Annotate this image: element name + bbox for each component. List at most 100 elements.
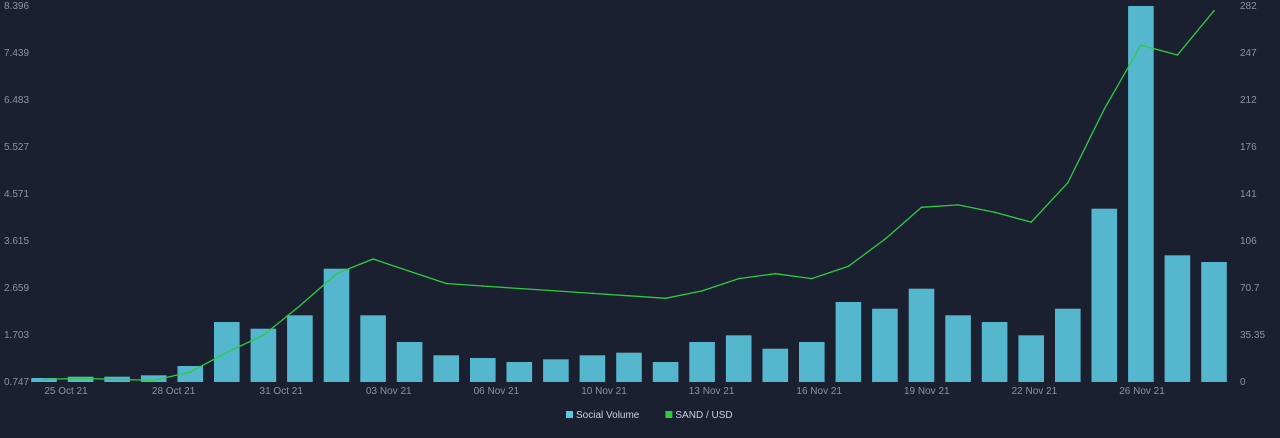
social-volume-bar [250,328,277,382]
sand-usd-point [408,270,411,273]
social-volume-bar [506,362,533,382]
social-volume-bar [1201,262,1227,382]
social-volume-bar [543,359,569,382]
legend-swatch [566,411,573,418]
social-volume-bar [360,315,386,382]
sand-usd-point [299,304,301,307]
sand-usd-point [518,287,521,290]
sand-usd-point [116,378,118,381]
social-volume-bar [799,342,825,382]
sand-usd-point [445,282,448,285]
social-volume-bar [140,375,167,382]
legend-label: Social Volume [576,410,640,421]
sand-usd-point [737,277,740,280]
legend-swatch [665,411,673,418]
sand-usd-point [884,238,886,241]
sand-usd-point [957,204,959,206]
sand-usd-point [1067,182,1069,184]
x-axis-tick-label: 28 Oct 21 [152,386,196,397]
social-volume-bar [1055,308,1081,382]
x-axis-tick-label: 22 Nov 21 [1012,386,1058,397]
sand-usd-point [43,378,45,381]
sand-usd-point [1213,9,1215,12]
social-volume-bar [981,322,1008,382]
left-axis-tick-label: 2.659 [4,283,29,294]
social-volume-bar [433,355,459,382]
right-axis-tick-label: 176 [1240,142,1257,153]
left-axis-tick-label: 7.439 [4,48,29,59]
left-axis-tick-label: 0.747 [4,377,29,388]
right-axis: 282 247 212 176 141 106 70.7 35.35 0 [1240,1,1265,388]
sand-usd-point [262,334,265,337]
x-axis-tick-label: 19 Nov 21 [904,386,950,397]
x-axis-tick-label: 31 Oct 21 [260,386,304,397]
x-axis-tick-label: 10 Nov 21 [581,386,627,397]
social-volume-bar [1091,208,1118,382]
social-volume-bar [652,362,679,382]
sand-usd-point [372,258,374,260]
social-volume-bar [1164,255,1191,382]
right-axis-tick-label: 0 [1240,377,1246,388]
sand-usd-point [335,272,338,275]
sand-usd-point [1176,54,1179,56]
social-volume-bar [470,358,496,382]
left-axis-tick-label: 4.571 [4,189,29,200]
sand-usd-point [774,272,777,275]
sand-usd-point [811,277,813,280]
left-axis-tick-label: 6.483 [4,95,29,106]
right-axis-tick-label: 141 [1240,189,1257,200]
left-axis-tick-label: 3.615 [4,236,29,247]
social-volume-bar [616,352,642,382]
social-volume-bars [31,6,1227,382]
social-volume-bar [177,366,204,382]
left-axis: 8.396 7.439 6.483 5.527 4.571 3.615 2.659 1.703… [4,1,29,388]
right-axis-tick-label: 212 [1240,95,1257,106]
social-volume-bar [872,308,898,382]
legend-label: SAND / USD [675,410,732,421]
sand-usd-point [189,371,192,373]
social-volume-bar [67,376,94,382]
x-axis-tick-label: 06 Nov 21 [474,386,520,397]
sand-usd-point [152,379,155,382]
social-volume-bar [908,288,935,382]
social-volume-bar [835,302,862,382]
right-axis-tick-label: 247 [1240,48,1257,59]
x-axis-tick-label: 26 Nov 21 [1119,386,1165,397]
sand-usd-point [1103,108,1106,110]
legend-item[interactable]: SAND / USD [665,410,733,421]
sand-usd-point [226,351,228,354]
social-volume-bar [323,268,350,382]
sand-usd-point [591,292,594,295]
right-axis-tick-label: 106 [1240,236,1257,247]
social-volume-bar [579,355,606,382]
left-axis-tick-label: 1.703 [4,330,29,341]
x-axis-tick-label: 13 Nov 21 [689,386,735,397]
social-volume-bar [287,315,313,382]
social-volume-bar [689,342,715,382]
right-axis-tick-label: 35.35 [1240,330,1265,341]
social-volume-bar [1018,335,1044,382]
left-axis-tick-label: 5.527 [4,142,29,153]
sand-usd-point [1140,44,1142,46]
legend-item[interactable]: Social Volume [566,410,640,421]
sand-usd-point [847,265,850,268]
left-axis-tick-label: 8.396 [4,1,29,12]
social-volume-bar [1128,6,1154,382]
sand-usd-point [79,377,82,380]
sand-usd-point [1030,221,1032,223]
sand-usd-point [920,206,923,209]
right-axis-tick-label: 70.7 [1240,283,1260,294]
sand-usd-point [993,211,996,214]
sand-usd-point [664,297,667,300]
x-axis-tick-label: 16 Nov 21 [796,386,842,397]
legend[interactable]: Social Volume SAND / USD [566,410,733,421]
sand-usd-point [555,290,557,292]
right-axis-tick-label: 282 [1240,1,1257,12]
sand-usd-line-layer [43,9,1215,382]
sand-usd-point [628,295,630,297]
x-axis: 25 Oct 21 28 Oct 21 31 Oct 21 03 Nov 21 06 N… [44,386,1165,397]
social-volume-bar [762,348,789,382]
social-volume-bar [396,342,423,382]
